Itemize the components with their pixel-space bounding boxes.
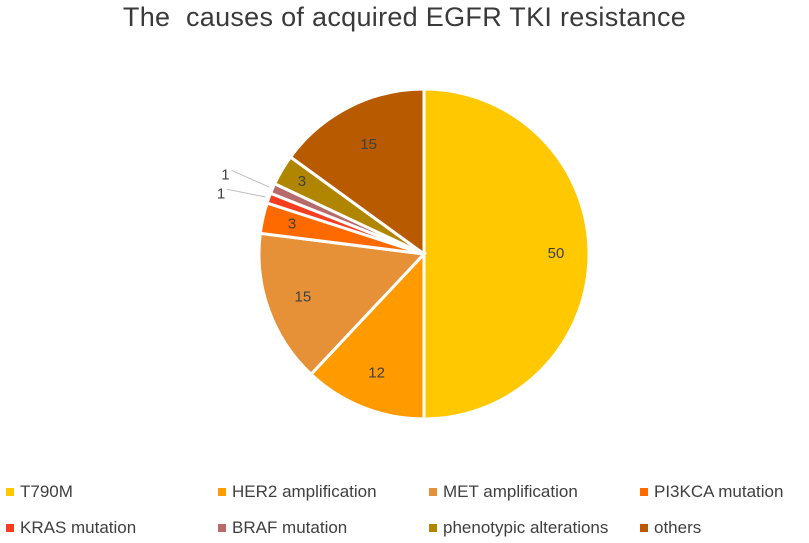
legend-label: others xyxy=(654,518,702,537)
pie-slices xyxy=(257,87,591,421)
legend-label: phenotypic alterations xyxy=(443,518,609,537)
data-label-t790m: 50 xyxy=(548,245,565,262)
data-label-braf-mutation: 1 xyxy=(221,166,229,183)
leader-line-braf-mutation xyxy=(231,169,270,188)
legend-label: T790M xyxy=(20,482,73,501)
pie-slice-met-amplification xyxy=(257,231,428,377)
legend-swatch xyxy=(429,488,437,496)
data-label-phenotypic-alterations: 3 xyxy=(298,173,306,190)
legend-label: MET amplification xyxy=(443,482,578,501)
data-label-others: 15 xyxy=(360,136,377,153)
chart-legend: T790M HER2 amplification MET amplification… xyxy=(0,478,809,543)
data-label-kras-mutation: 1 xyxy=(217,185,225,202)
data-label-met-amplification: 15 xyxy=(295,289,312,306)
legend-swatch xyxy=(6,524,14,532)
legend-swatch xyxy=(640,524,648,532)
pie-slice-t790m xyxy=(422,87,591,421)
pie-chart: 50 12 15 3 1 1 3 15 xyxy=(217,87,591,421)
legend-label: HER2 amplification xyxy=(232,482,377,501)
legend-swatch xyxy=(218,488,226,496)
pie-slice-others xyxy=(288,87,426,257)
legend-swatch xyxy=(640,488,648,496)
leader-lines xyxy=(226,169,270,198)
legend-item-her2-amplification: HER2 amplification xyxy=(218,482,377,502)
leader-line-kras-mutation xyxy=(226,188,266,198)
legend-item-pi3kca-mutation: PI3KCA mutation xyxy=(640,482,783,502)
slice-labels: 50 12 15 3 1 1 3 15 xyxy=(217,136,565,382)
data-label-her2-amplification: 12 xyxy=(368,365,385,382)
pie-slice-her2-amplification xyxy=(308,250,426,421)
legend-item-kras-mutation: KRAS mutation xyxy=(6,518,136,538)
legend-swatch xyxy=(429,524,437,532)
legend-label: PI3KCA mutation xyxy=(654,482,784,501)
legend-label: BRAF mutation xyxy=(232,518,348,537)
legend-item-phenotypic-alterations: phenotypic alterations xyxy=(429,518,608,538)
legend-item-met-amplification: MET amplification xyxy=(429,482,578,502)
legend-swatch xyxy=(6,488,14,496)
data-label-pi3kca-mutation: 3 xyxy=(288,215,296,232)
legend-item-others: others xyxy=(640,518,701,538)
legend-item-t790m: T790M xyxy=(6,482,73,502)
legend-swatch xyxy=(218,524,226,532)
chart-title: The causes of acquired EGFR TKI resistan… xyxy=(122,2,687,32)
legend-item-braf-mutation: BRAF mutation xyxy=(218,518,347,538)
legend-label: KRAS mutation xyxy=(20,518,137,537)
